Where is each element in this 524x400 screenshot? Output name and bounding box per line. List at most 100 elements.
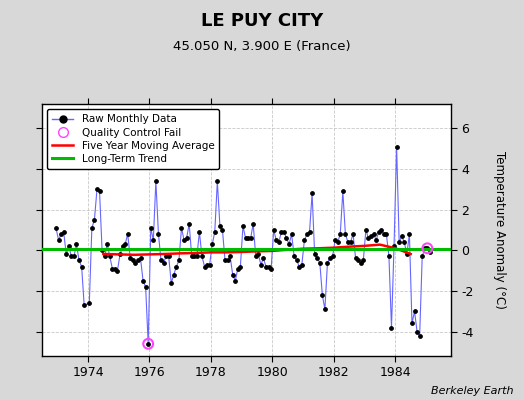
Point [246,235,255,241]
Point [344,239,352,245]
Point [252,253,260,260]
Point [213,178,222,184]
Point [167,280,176,286]
Point [356,259,365,266]
Point [288,231,296,237]
Point [269,227,278,233]
Text: Berkeley Earth: Berkeley Earth [431,386,514,396]
Point [290,253,298,260]
Point [375,229,383,235]
Point [136,255,145,262]
Point [103,241,112,248]
Point [154,231,162,237]
Point [367,233,375,239]
Point [177,225,185,231]
Point [249,221,257,227]
Point [57,231,66,237]
Point [372,237,380,243]
Point [144,341,152,347]
Point [382,231,390,237]
Point [379,231,388,237]
Point [221,257,229,264]
Point [423,245,432,252]
Point [418,253,427,260]
Point [336,231,344,237]
Point [416,332,424,339]
Text: LE PUY CITY: LE PUY CITY [201,12,323,30]
Point [390,243,398,250]
Point [121,241,129,248]
Point [188,253,196,260]
Point [172,263,181,270]
Point [208,241,216,248]
Point [60,229,68,235]
Point [231,278,239,284]
Point [262,263,270,270]
Point [101,253,109,260]
Point [226,253,234,260]
Point [144,341,152,347]
Point [425,249,434,256]
Point [413,328,421,335]
Point [80,302,89,308]
Point [339,188,347,194]
Point [242,235,250,241]
Point [88,225,96,231]
Point [190,253,199,260]
Point [387,324,396,331]
Point [398,233,406,239]
Point [211,229,219,235]
Point [193,253,201,260]
Point [67,253,75,260]
Point [236,263,245,270]
Point [139,278,147,284]
Point [118,243,127,250]
Point [95,188,104,194]
Point [298,261,306,268]
Point [70,253,78,260]
Legend: Raw Monthly Data, Quality Control Fail, Five Year Moving Average, Long-Term Tren: Raw Monthly Data, Quality Control Fail, … [47,109,220,169]
Point [259,255,268,262]
Point [323,259,332,266]
Point [346,239,355,245]
Point [174,257,183,264]
Point [303,231,311,237]
Point [149,237,158,243]
Point [219,227,227,233]
Point [313,255,321,262]
Point [349,231,357,237]
Point [377,227,386,233]
Point [124,231,132,237]
Point [54,237,63,243]
Point [159,259,168,266]
Point [321,306,329,312]
Point [305,229,314,235]
Point [113,268,122,274]
Point [128,257,137,264]
Point [198,253,206,260]
Point [205,261,214,268]
Point [85,300,93,306]
Point [295,263,303,270]
Point [265,263,273,270]
Point [257,261,265,268]
Point [277,229,286,235]
Point [162,253,170,260]
Point [200,263,209,270]
Point [369,231,378,237]
Point [228,272,237,278]
Point [182,235,191,241]
Point [333,239,342,245]
Point [275,239,283,245]
Point [75,257,83,264]
Point [170,272,178,278]
Point [315,259,324,266]
Point [108,266,116,272]
Point [359,257,367,264]
Point [151,178,160,184]
Y-axis label: Temperature Anomaly (°C): Temperature Anomaly (°C) [493,151,506,309]
Point [78,263,86,270]
Point [234,266,242,272]
Point [90,217,99,223]
Point [157,257,165,264]
